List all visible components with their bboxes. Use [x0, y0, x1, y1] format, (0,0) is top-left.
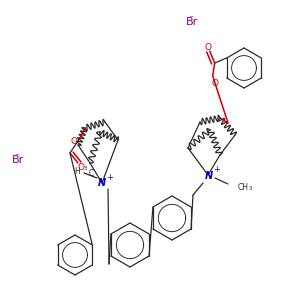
Text: +: + — [214, 164, 220, 173]
Text: +: + — [106, 172, 113, 182]
Text: 3: 3 — [83, 167, 87, 172]
Text: 3: 3 — [249, 187, 253, 191]
Text: Br: Br — [186, 17, 198, 27]
Text: O: O — [70, 137, 77, 146]
Text: CH: CH — [238, 182, 249, 191]
Text: O: O — [77, 163, 85, 172]
Text: Br: Br — [12, 155, 24, 165]
Text: C: C — [89, 169, 94, 178]
Text: ⁻: ⁻ — [14, 152, 19, 162]
Text: ⁻: ⁻ — [188, 14, 193, 24]
Text: N: N — [98, 178, 106, 188]
Text: N: N — [205, 171, 213, 181]
Text: O: O — [204, 44, 211, 52]
Text: O: O — [211, 79, 218, 88]
Text: H: H — [74, 167, 80, 176]
